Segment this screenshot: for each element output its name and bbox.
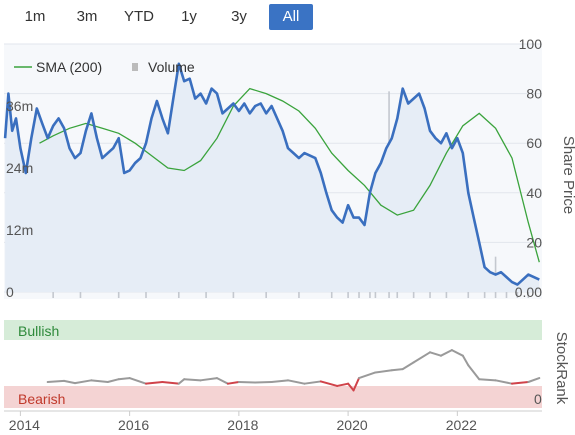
x-tick-label: 2016 <box>118 417 149 433</box>
volume-bar <box>205 287 207 298</box>
stockrank-segment <box>270 379 290 383</box>
volume-bar <box>232 290 235 298</box>
stockrank-axis-label: StockRank <box>553 332 570 405</box>
price-tick-label: 100 <box>519 36 543 52</box>
bullish-label: Bullish <box>18 323 59 339</box>
bearish-band <box>4 386 542 408</box>
legend-volume-swatch <box>132 63 138 71</box>
price-area-fill <box>5 63 540 292</box>
stockrank-segment <box>287 379 306 385</box>
volume-axis-ticks: 0 12m 24m 36m <box>6 98 33 300</box>
price-axis-ticks: 0.00 20 40 60 80 100 <box>515 36 542 300</box>
stockrank-segment <box>183 378 202 382</box>
stockrank-segment <box>199 377 219 382</box>
stockrank-zero-tick: 0 <box>534 391 542 407</box>
volume-tick-label: 0 <box>6 284 14 300</box>
stockrank-segment <box>106 378 120 383</box>
range-all-button[interactable]: All <box>269 4 313 30</box>
price-tick-label: 60 <box>526 135 542 151</box>
stockrank-segment <box>216 377 229 385</box>
stockrank-segment <box>527 377 541 383</box>
price-tick-label: 80 <box>526 86 542 102</box>
stockrank-line <box>46 349 541 392</box>
stockrank-segment <box>352 377 361 392</box>
price-tick-label: 0.00 <box>515 284 542 300</box>
range-selector: 1m 3m YTD 1y 3y All <box>0 0 575 34</box>
stockrank-segment <box>494 379 513 385</box>
volume-bar <box>145 290 147 298</box>
stockrank-segment <box>374 369 393 374</box>
stockrank-segment <box>303 380 322 385</box>
volume-tick-label: 36m <box>6 98 33 114</box>
volume-bar <box>79 290 82 298</box>
x-tick-label: 2014 <box>9 417 40 433</box>
stockrank-segment <box>336 382 350 387</box>
stockrank-segment <box>145 381 164 385</box>
range-ytd-button[interactable]: YTD <box>124 8 154 25</box>
stockrank-segment <box>117 377 131 381</box>
volume-bar <box>527 287 530 298</box>
stockrank-segment <box>254 381 273 384</box>
stockrank-segment <box>128 377 148 385</box>
stockrank-segment <box>358 371 377 380</box>
stockrank-segment <box>390 368 404 372</box>
stockrank-segment <box>412 351 432 364</box>
stockrank-segment <box>401 361 415 371</box>
stockrank-segment <box>439 349 453 357</box>
share-price-line <box>3 62 540 286</box>
volume-bar <box>265 290 267 298</box>
stockrank-segment <box>347 382 355 392</box>
range-3y-button[interactable]: 3y <box>231 8 247 25</box>
stockrank-segment <box>467 364 481 381</box>
stockrank-segment <box>461 354 470 367</box>
range-1y-button[interactable]: 1y <box>181 8 197 25</box>
bullish-band <box>4 320 542 340</box>
stockrank-segment <box>90 379 109 383</box>
x-tick-label: 2020 <box>337 417 368 433</box>
legend-volume-label: Volume <box>148 59 195 75</box>
sma-line <box>39 87 540 263</box>
volume-bar <box>117 287 120 298</box>
x-axis-ticks: 2014 2016 2018 2020 2022 <box>9 411 477 433</box>
bearish-label: Bearish <box>18 391 65 407</box>
stockrank-segment <box>450 349 464 357</box>
stockrank-segment <box>74 379 93 385</box>
stockrank-segment <box>63 379 77 385</box>
stockrank-segment <box>226 381 240 385</box>
stockrank-segment <box>161 381 180 385</box>
volume-bar <box>52 287 54 298</box>
x-tick-label: 2018 <box>227 417 258 433</box>
legend-sma-label: SMA (200) <box>36 59 102 75</box>
price-tick-label: 20 <box>526 234 542 250</box>
volume-bar <box>330 287 333 298</box>
x-tick-label: 2022 <box>446 417 477 433</box>
stockrank-segment <box>319 380 339 387</box>
stockrank-segment <box>510 381 530 385</box>
legend: SMA (200) Volume <box>14 59 195 75</box>
range-1m-button[interactable]: 1m <box>24 8 46 25</box>
share-price-axis-label: Share Price <box>560 136 575 214</box>
volume-bar <box>298 287 300 298</box>
stockrank-segment <box>46 379 66 383</box>
stockrank-segment <box>429 351 442 357</box>
stockrank-segment <box>177 378 186 385</box>
volume-tick-label: 24m <box>6 160 33 176</box>
volume-tick-label: 12m <box>6 222 33 238</box>
stockrank-segment <box>237 381 257 384</box>
stockrank-segment <box>478 378 497 382</box>
range-3m-button[interactable]: 3m <box>76 8 98 25</box>
price-tick-label: 40 <box>526 185 542 201</box>
